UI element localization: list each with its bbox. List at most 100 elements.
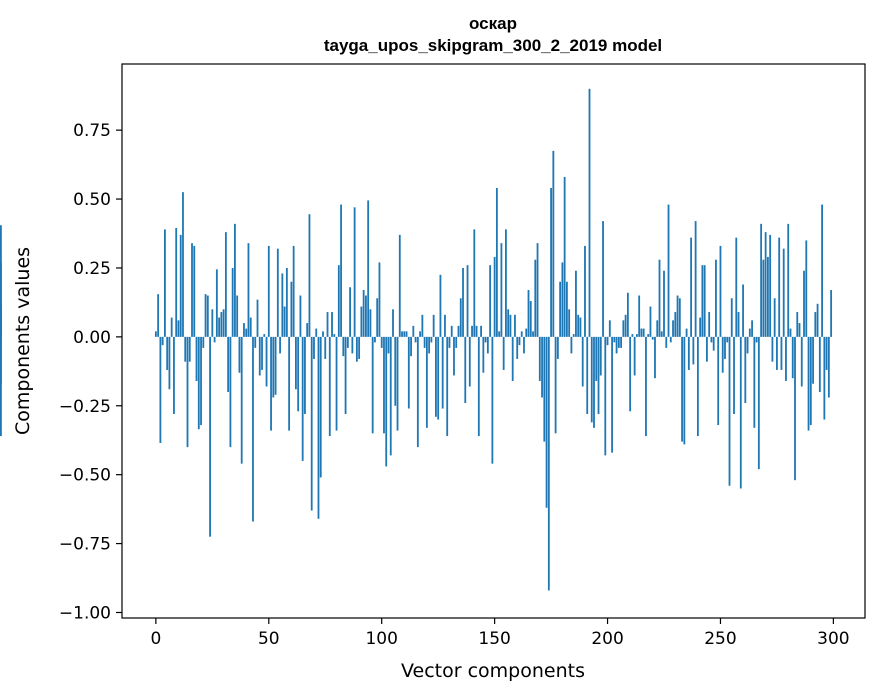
x-axis: 0 50 100 150 200 250 300 (150, 618, 850, 649)
bar (776, 336, 778, 370)
bar (757, 336, 760, 470)
bar (683, 336, 686, 445)
bar (317, 336, 320, 519)
bar (762, 259, 765, 337)
bar (796, 312, 799, 337)
bar (439, 274, 442, 337)
bar (421, 314, 424, 337)
bar (0, 225, 2, 337)
bar (234, 223, 236, 337)
bar (175, 228, 178, 337)
y-tick-label: 0.00 (73, 328, 111, 348)
bar (435, 336, 437, 417)
bar (827, 336, 830, 398)
bar (710, 336, 713, 343)
bar (733, 336, 735, 415)
bar (502, 336, 505, 370)
bar (620, 336, 622, 348)
bar (315, 328, 318, 337)
bar (518, 336, 521, 346)
bar (340, 204, 342, 337)
bar (640, 328, 643, 337)
bar (764, 232, 767, 337)
bar (622, 320, 625, 337)
bar (468, 336, 471, 387)
y-axis-label: Components values (12, 247, 34, 435)
bar (809, 336, 812, 426)
bar (719, 245, 722, 337)
bar (374, 336, 376, 343)
y-axis: −1.00 −0.75 −0.50 −0.25 0.00 0.25 0.50 0.75 (59, 121, 122, 623)
y-tick-label: −0.25 (59, 397, 111, 417)
bar (599, 336, 602, 376)
bar (823, 336, 826, 420)
bar (663, 270, 665, 337)
bar (572, 334, 575, 337)
bar (556, 336, 559, 359)
bar (728, 336, 731, 486)
bar (694, 221, 697, 337)
bar (161, 336, 164, 346)
bar (520, 331, 523, 337)
bar (780, 336, 783, 370)
bar (389, 336, 392, 456)
bar (200, 336, 202, 426)
bar-series (0, 88, 833, 591)
bar (807, 336, 810, 431)
bar (769, 234, 772, 337)
y-tick-label: −0.75 (59, 535, 111, 555)
bar (263, 334, 266, 337)
bar (294, 336, 297, 390)
bar (563, 177, 566, 337)
bar (699, 317, 702, 337)
bar (412, 325, 415, 337)
x-tick-label: 100 (365, 629, 397, 649)
bar (480, 325, 482, 337)
bar (486, 336, 489, 354)
bar (608, 320, 611, 337)
bar (457, 325, 460, 337)
bar (766, 256, 769, 337)
bar (258, 336, 261, 376)
bar (416, 336, 419, 448)
x-tick-label: 150 (478, 629, 510, 649)
bar (353, 207, 356, 337)
bar (213, 336, 216, 343)
bar (285, 267, 288, 337)
bar (701, 265, 704, 337)
bar (193, 245, 196, 337)
bar (331, 312, 333, 337)
bar (407, 336, 410, 409)
bar (209, 336, 211, 537)
bar (538, 336, 541, 381)
bar (825, 336, 828, 370)
bar (446, 336, 449, 437)
bar (477, 336, 480, 437)
bar (466, 265, 469, 337)
bar (387, 336, 390, 354)
bar (299, 295, 302, 337)
bar (179, 234, 182, 337)
bar (335, 336, 338, 431)
bar (428, 336, 431, 354)
bar (584, 245, 586, 337)
bar (816, 303, 819, 337)
bar (550, 188, 552, 337)
bar (450, 325, 453, 337)
bar (794, 336, 796, 481)
bar (581, 336, 584, 387)
bar (672, 320, 674, 337)
bar (638, 295, 641, 337)
bar (270, 336, 272, 431)
bar (362, 290, 365, 337)
bar (346, 336, 349, 348)
bar (423, 336, 426, 348)
bar (0, 336, 2, 437)
bar (491, 336, 494, 464)
bar (667, 204, 670, 337)
bar (800, 336, 803, 387)
bar (511, 336, 514, 381)
x-tick-label: 0 (150, 629, 161, 649)
bar (507, 309, 510, 337)
bar (403, 331, 406, 337)
